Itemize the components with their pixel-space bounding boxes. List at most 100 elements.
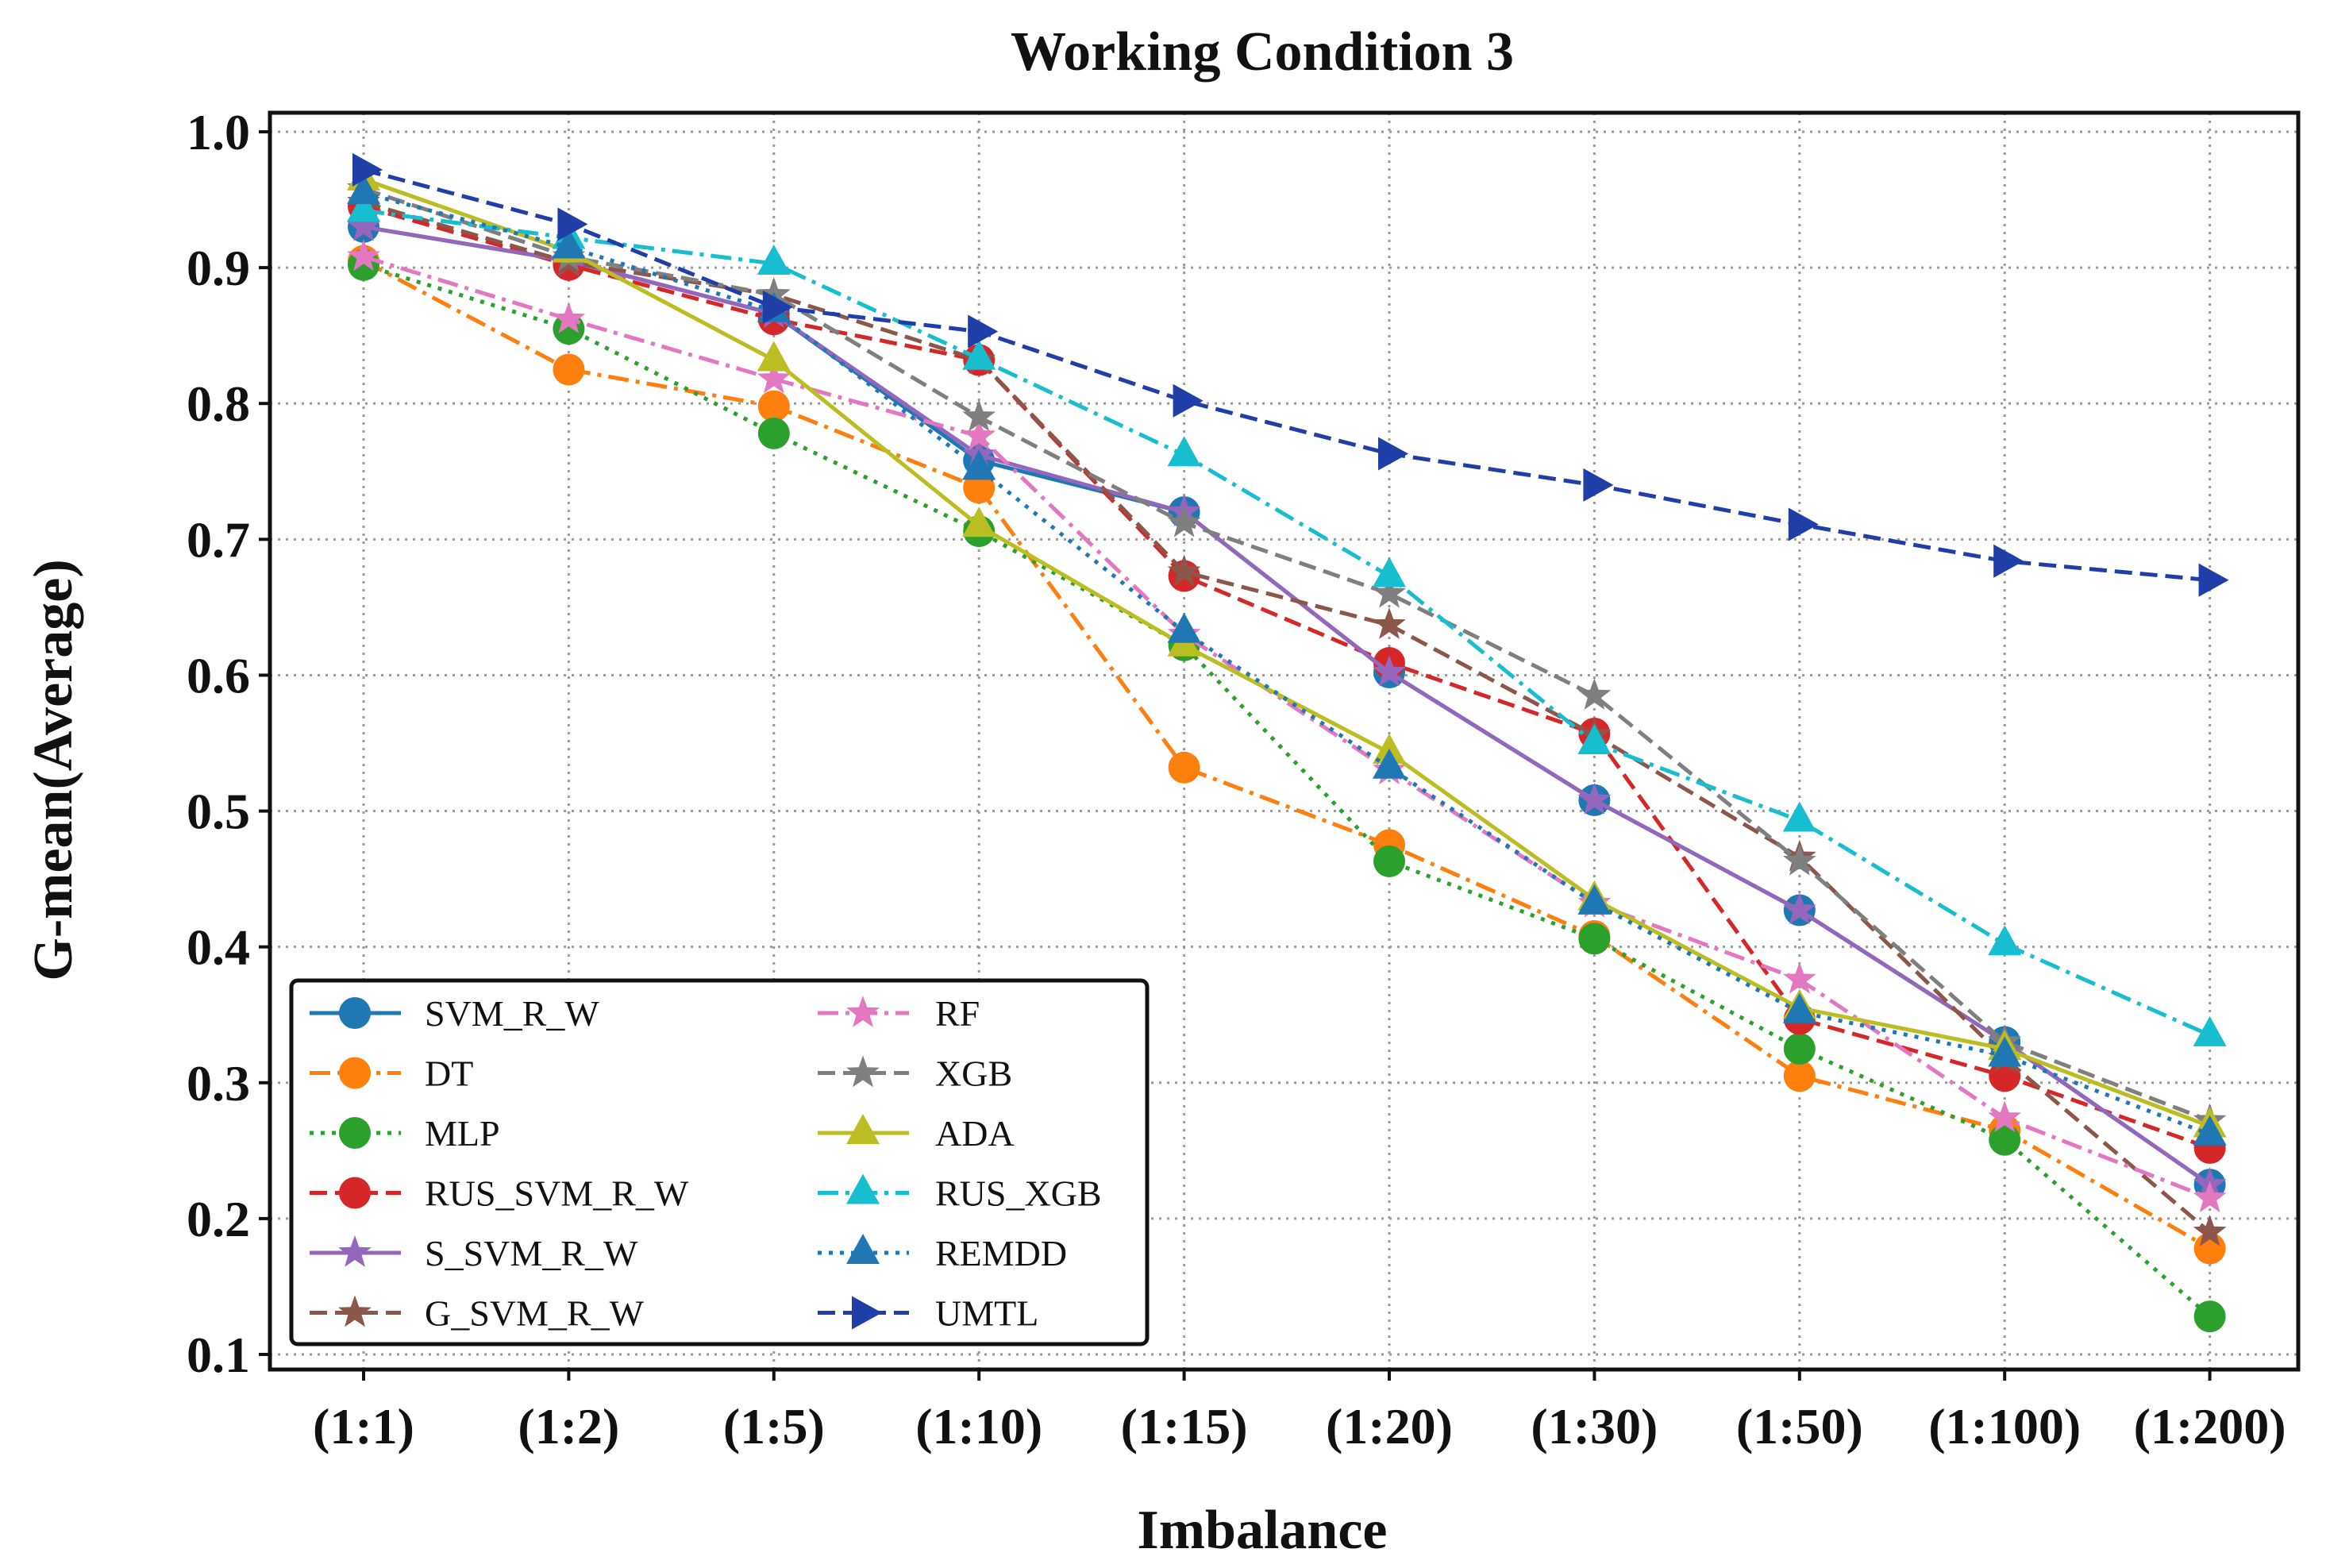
data-point	[962, 418, 996, 451]
legend-label: RUS_XGB	[935, 1173, 1102, 1214]
data-point	[2193, 1215, 2227, 1246]
data-point	[552, 228, 586, 259]
y-tick-label: 0.2	[187, 1191, 250, 1247]
legend-item: UMTL	[818, 1293, 1038, 1334]
legend-marker	[339, 1177, 371, 1209]
x-tick-label: (1:1)	[313, 1398, 414, 1454]
y-tick-label: 0.9	[187, 240, 250, 296]
legend-label: XGB	[935, 1054, 1012, 1094]
x-tick-label: (1:5)	[723, 1398, 825, 1454]
data-point	[347, 191, 380, 222]
data-point	[1583, 468, 1614, 502]
x-tick-label: (1:200)	[2134, 1398, 2286, 1454]
data-point	[1373, 655, 1406, 687]
data-point	[962, 399, 996, 432]
series-layer	[347, 152, 2229, 1333]
legend-label: DT	[425, 1054, 473, 1094]
legend-marker	[852, 1296, 882, 1330]
data-point	[968, 314, 999, 349]
series-remdd	[347, 174, 2227, 1146]
series-line	[363, 200, 2212, 1234]
legend-label: RF	[935, 993, 980, 1034]
data-point	[962, 339, 996, 370]
chart-title: Working Condition 3	[1011, 21, 1514, 83]
data-point	[1782, 992, 1816, 1023]
data-point	[757, 341, 791, 372]
y-axis-label: G-mean(Average)	[23, 559, 84, 980]
axis-ticks: (1:1) (1:2) (1:5) (1:10) (1:15) (1:20) (1:30) (…	[187, 104, 2286, 1454]
legend-label: UMTL	[935, 1293, 1038, 1334]
data-point	[1783, 1060, 1816, 1092]
data-point	[1783, 1033, 1816, 1065]
legend-marker	[339, 1057, 371, 1089]
legend-item: SVM_R_W	[310, 993, 599, 1034]
series-line	[363, 168, 2210, 583]
series-line	[363, 263, 2212, 1318]
legend-item: MLP	[310, 1113, 500, 1154]
data-point	[557, 207, 588, 241]
y-tick-label: 0.1	[187, 1327, 250, 1383]
data-point	[552, 302, 586, 333]
legend-box	[289, 978, 1150, 1346]
data-point	[2193, 1300, 2226, 1333]
data-point	[1988, 1036, 2022, 1067]
legend-marker	[846, 1234, 880, 1264]
series-line	[363, 191, 2211, 1137]
legend-item: S_SVM_R_W	[310, 1233, 638, 1273]
legend-marker	[339, 997, 371, 1029]
data-point	[2198, 563, 2229, 597]
data-point	[2193, 1015, 2227, 1046]
y-tick-label: 1.0	[187, 104, 250, 160]
x-tick-label: (1:100)	[1928, 1398, 2081, 1454]
x-tick-label: (1:30)	[1531, 1398, 1658, 1454]
legend-label: S_SVM_R_W	[425, 1233, 638, 1273]
series-line	[362, 259, 2211, 1250]
legend-label: ADA	[935, 1113, 1015, 1154]
legend-item: RUS_SVM_R_W	[310, 1173, 689, 1214]
data-point	[762, 290, 793, 324]
data-point	[757, 244, 791, 275]
legend-label: G_SVM_R_W	[425, 1293, 645, 1334]
legend-item: ADA	[818, 1113, 1015, 1154]
data-point	[1373, 748, 1406, 779]
series-line	[363, 187, 2211, 1123]
data-point	[1782, 892, 1816, 925]
data-point	[1167, 505, 1201, 537]
y-tick-label: 0.3	[187, 1055, 250, 1111]
legend-marker	[338, 1235, 372, 1267]
data-point	[1993, 544, 2024, 578]
data-point	[1373, 607, 1406, 639]
legend-label: REMDD	[935, 1233, 1067, 1273]
series-line	[363, 225, 2212, 1187]
legend-label: RUS_SVM_R_W	[425, 1173, 689, 1214]
data-point	[553, 353, 585, 386]
data-point	[1577, 678, 1612, 710]
data-point	[1782, 961, 1816, 994]
legend-item: XGB	[818, 1054, 1012, 1094]
data-point	[1373, 576, 1406, 608]
legend-marker	[846, 1173, 880, 1204]
legend-label: MLP	[425, 1113, 500, 1154]
data-point	[962, 507, 996, 537]
legend: SVM_R_W DT MLP RUS_SVM_R_W S_SVM_R_W G_SVM_R_…	[289, 978, 1150, 1346]
data-point	[1173, 383, 1204, 418]
data-point	[1577, 884, 1612, 915]
data-point	[347, 174, 380, 204]
data-point	[757, 417, 790, 449]
data-point	[1167, 436, 1201, 467]
data-point	[1989, 1123, 2021, 1156]
series-line	[363, 255, 2211, 1200]
legend-item: RF	[818, 993, 980, 1034]
data-point	[1988, 1100, 2022, 1133]
series-umtl	[352, 152, 2229, 597]
data-point	[757, 361, 791, 394]
x-tick-label: (1:50)	[1736, 1398, 1863, 1454]
legend-marker	[846, 1114, 880, 1144]
data-point	[1788, 507, 1819, 541]
data-point	[1378, 437, 1408, 471]
data-point	[1373, 845, 1405, 877]
y-tick-label: 0.7	[187, 511, 250, 568]
x-tick-label: (1:2)	[518, 1398, 619, 1454]
series-line	[363, 208, 2211, 1038]
data-point	[352, 152, 383, 187]
